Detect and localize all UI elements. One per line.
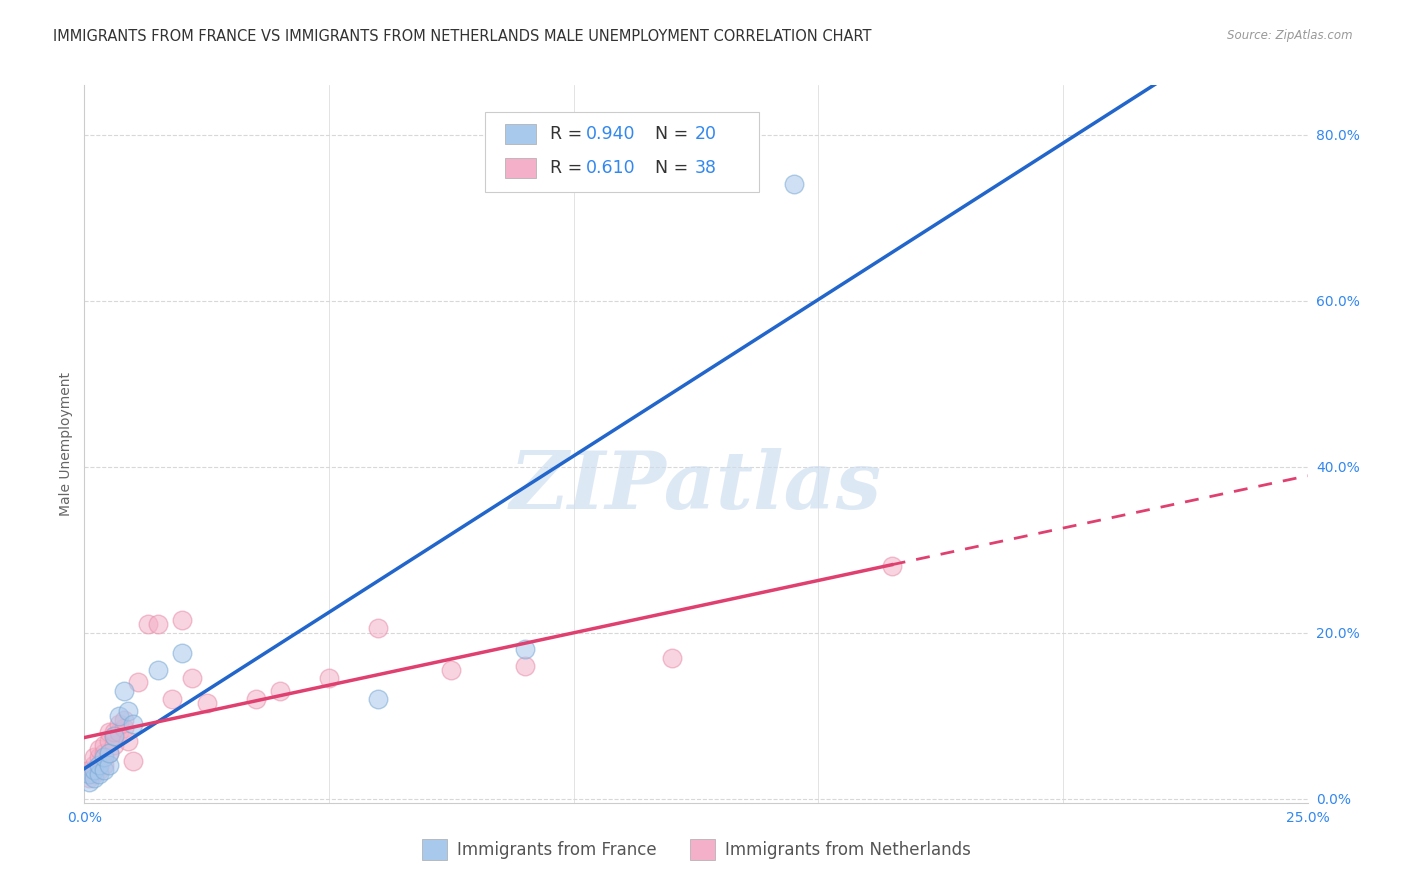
Point (318, 671, 340, 685)
Point (83, 771, 105, 785)
Point (146, 617, 169, 632)
Point (97, 733, 120, 747)
Point (83, 763, 105, 777)
Point (97, 725, 120, 739)
Point (783, 178, 806, 192)
Text: ZIPatlas: ZIPatlas (510, 448, 882, 525)
Point (367, 622, 389, 636)
Point (77, 771, 100, 785)
Point (87, 758, 110, 772)
Point (83, 750, 105, 764)
Point (112, 683, 135, 698)
Point (107, 708, 129, 723)
Point (97, 758, 120, 772)
Point (117, 705, 139, 719)
Point (172, 646, 194, 660)
Point (136, 617, 159, 632)
Point (97, 746, 120, 760)
Point (880, 559, 903, 574)
Point (195, 696, 218, 710)
Point (146, 663, 169, 677)
Point (93, 738, 115, 752)
Point (97, 746, 120, 760)
Point (269, 683, 291, 698)
Text: IMMIGRANTS FROM FRANCE VS IMMIGRANTS FROM NETHERLANDS MALE UNEMPLOYMENT CORRELAT: IMMIGRANTS FROM FRANCE VS IMMIGRANTS FRO… (53, 29, 872, 44)
Point (112, 713, 135, 727)
Text: R =: R = (550, 159, 588, 177)
Text: 20: 20 (695, 125, 717, 143)
Point (513, 642, 536, 657)
Point (513, 658, 536, 673)
Point (440, 663, 463, 677)
Text: 0.940: 0.940 (586, 125, 636, 143)
Point (112, 721, 135, 735)
Text: R =: R = (550, 125, 588, 143)
Point (77, 766, 100, 780)
Point (87, 766, 110, 780)
Point (162, 692, 184, 706)
Point (103, 730, 125, 744)
Point (127, 675, 149, 690)
Point (172, 613, 194, 627)
Point (107, 717, 129, 731)
Point (93, 758, 115, 772)
Point (87, 742, 110, 756)
Point (122, 754, 145, 768)
Text: N =: N = (644, 159, 693, 177)
Point (181, 671, 204, 685)
Text: 38: 38 (695, 159, 717, 177)
Point (367, 692, 389, 706)
Text: N =: N = (644, 125, 693, 143)
Text: 0.610: 0.610 (586, 159, 636, 177)
Point (103, 725, 125, 739)
Legend: Immigrants from France, Immigrants from Netherlands: Immigrants from France, Immigrants from … (415, 832, 977, 866)
Point (117, 733, 139, 747)
Point (87, 750, 110, 764)
Point (103, 738, 125, 752)
Point (83, 766, 105, 780)
Point (87, 763, 110, 777)
Point (103, 730, 125, 744)
Text: Source: ZipAtlas.com: Source: ZipAtlas.com (1227, 29, 1353, 42)
Point (77, 775, 100, 789)
Point (245, 692, 267, 706)
Point (93, 750, 115, 764)
Point (83, 758, 105, 772)
Point (122, 717, 145, 731)
Point (77, 763, 100, 777)
Y-axis label: Male Unemployment: Male Unemployment (59, 372, 73, 516)
Point (93, 763, 115, 777)
Point (107, 725, 129, 739)
Point (93, 746, 115, 760)
Point (661, 650, 683, 665)
